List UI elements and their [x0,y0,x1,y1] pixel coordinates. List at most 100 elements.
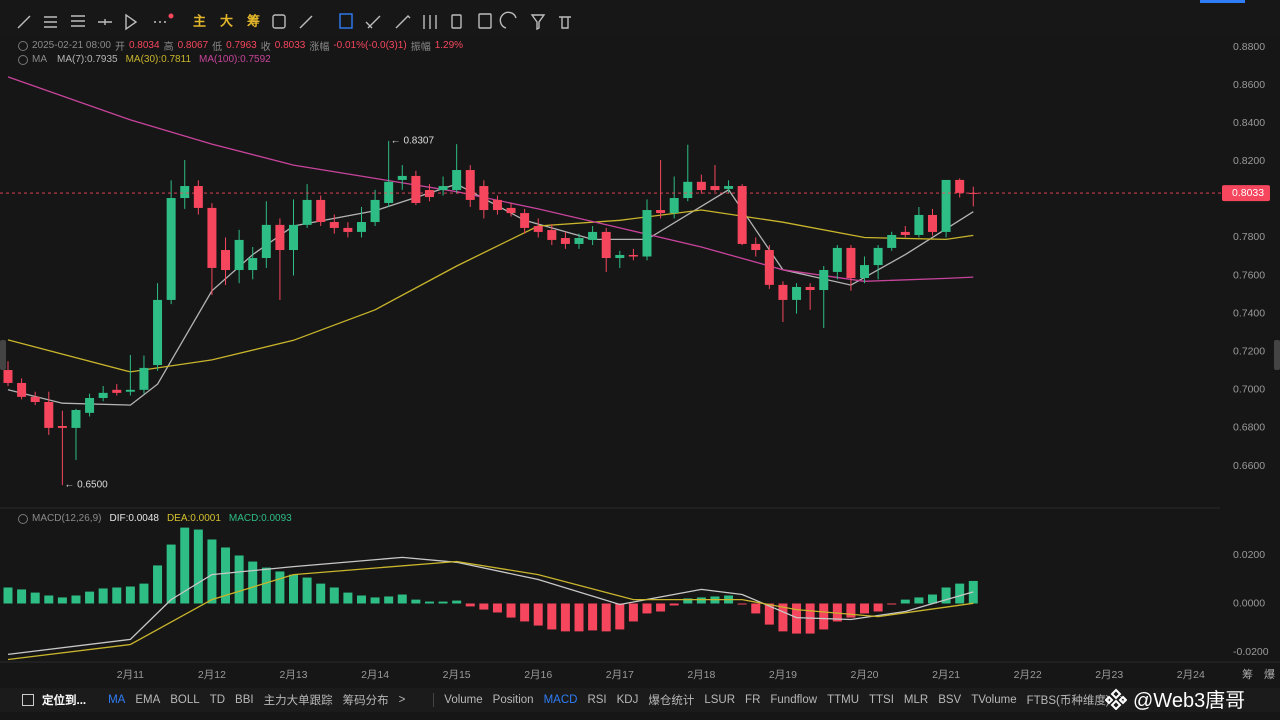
candle-body [560,238,570,244]
candle-body [805,286,815,291]
indicator-tab[interactable]: TTSI [869,694,894,706]
candle-body [955,179,965,193]
toolbar-button[interactable]: 主 [193,13,206,28]
macd-bar [492,603,502,613]
y-tick-label: 0.8400 [1233,117,1265,129]
legend-value: 0.8034 [128,40,160,51]
macd-bar [193,529,203,604]
macd-bar [166,544,176,604]
macd-bar [792,603,802,634]
indicator-tab[interactable]: RSI [587,694,607,706]
candle-body [44,402,54,428]
x-tick-label: 2月20 [851,669,879,681]
legend-value: -0.01%(-0.0(3)1) [333,40,407,51]
macd-bar [465,603,475,607]
legend-entry: DEA:0.0001 [166,513,221,524]
indicator-tab[interactable]: Fundflow [770,694,818,706]
x-tick-label: 2月21 [932,669,960,681]
notify-dot [168,13,174,19]
indicator-tab[interactable]: Volume [444,694,483,706]
candle-body [248,258,258,271]
candle-body [356,222,366,232]
indicator-tab[interactable]: 主力大单跟踪 [263,695,333,707]
candle-body [397,175,407,180]
toolbar-button[interactable]: 筹 [247,13,260,28]
macd-bar [873,603,883,612]
y-tick-label: 0.7600 [1233,269,1265,281]
indicator-tab[interactable]: > [1119,694,1127,706]
candle-body [574,238,584,244]
scroll-handle[interactable] [0,340,6,370]
indicator-tab[interactable]: BSV [938,694,962,706]
separator [433,693,435,707]
candle-body [479,186,489,211]
scroll-handle[interactable] [1274,340,1280,370]
candle-body [302,199,312,225]
indicator-tab[interactable]: MACD [543,694,578,706]
axis-button: 筹 [1242,667,1253,681]
candle-body [533,226,543,232]
legend-entry: MACD:0.0093 [228,513,292,524]
toolbar-button[interactable]: 大 [220,13,233,28]
legend-entry: MA(100):0.7592 [199,54,271,65]
candle-body [588,231,598,240]
locate-tab[interactable]: 定位到... [42,695,87,707]
candle-body [125,389,135,392]
candle-body [234,239,244,271]
indicator-tab[interactable]: > [398,694,406,706]
locate-icon [22,694,34,706]
indicator-tab[interactable]: TD [209,694,226,706]
indicator-tab[interactable]: FR [745,694,761,706]
macd-bar [778,603,788,632]
legend-key: 低 [212,42,223,53]
candle-body [492,199,502,211]
candle-body [452,170,462,191]
x-tick-label: 2月12 [198,669,226,681]
indicator-tab[interactable]: 筹码分布 [342,695,389,707]
macd-bar [628,603,638,622]
macd-bar [574,603,584,632]
candle-body [30,396,40,403]
indicator-tab[interactable]: MA [108,694,126,706]
macd-bar [887,603,897,605]
indicator-tab[interactable]: BBI [235,694,254,706]
indicator-tab[interactable]: EMA [135,694,161,706]
indicator-tab[interactable]: FTBS(币种维度) [1026,695,1110,707]
legend-key: MA [32,54,47,65]
toolbar-icons[interactable] [17,11,571,31]
candle-body [343,227,353,232]
indicator-tab[interactable]: Position [492,694,534,706]
indicator-tab[interactable]: KDJ [616,694,639,706]
indicator-tab[interactable]: LSUR [704,694,736,706]
macd-bar [234,555,244,604]
macd-bar [860,603,870,614]
macd-bar [683,598,693,604]
candle-body [887,234,897,248]
macd-bar [356,595,366,604]
macd-bar [112,587,122,604]
candle-body [193,186,203,208]
macd-bar [125,586,135,604]
macd-bar [3,587,13,604]
legend-value: 1.29% [434,40,464,51]
y-tick-label: 0.7800 [1233,231,1265,243]
macd-bar [329,587,339,604]
indicator-tab[interactable]: 爆仓统计 [648,695,695,707]
indicator-tab[interactable]: TVolume [971,694,1017,706]
top-button[interactable] [1200,0,1245,3]
macd-bar [615,603,625,630]
candle-body [914,214,924,235]
indicator-tab[interactable]: MLR [903,694,929,706]
indicator-tab[interactable]: TTMU [827,694,859,706]
candle-body [180,186,190,199]
extreme-annotation: ← 0.6500 [64,480,108,491]
macd-bar [153,565,163,604]
macd-bar [397,594,407,604]
candle-body [642,210,652,257]
x-tick-label: 2月24 [1177,669,1205,681]
candle-body [329,222,339,228]
macd-bar [384,596,394,604]
indicator-tab[interactable]: BOLL [170,694,200,706]
macd-bar [261,567,271,604]
